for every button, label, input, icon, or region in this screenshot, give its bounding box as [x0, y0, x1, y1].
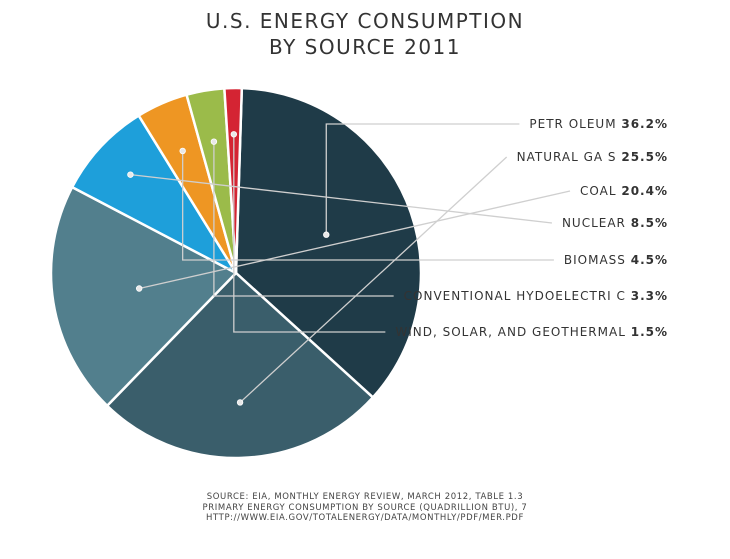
slice-label-conventional-hydoelectric: CONVENTIONAL HYDOELECTRI C 3.3%: [404, 289, 668, 303]
leader-dot-petroleum: [323, 231, 330, 238]
leader-dot-biomass: [179, 147, 186, 155]
slice-labels: PETR OLEUM 36.2% NATURAL GA S 25.5% COAL 2…: [395, 117, 668, 339]
slice-label-wind-solar-and-geothermal: WIND, SOLAR, AND GEOTHERMAL 1.5%: [395, 325, 668, 339]
leader-line-nuclear: [130, 173, 553, 224]
source-line-3: HTTP://WWW.EIA.GOV/TOTALENERGY/DATA/MONT…: [206, 513, 524, 523]
leader-line-conventional-hydoelectric: [213, 141, 394, 297]
leader-line-petroleum: [325, 123, 520, 235]
slice-label-petroleum: PETR OLEUM 36.2%: [529, 117, 668, 131]
slice-label-coal: COAL 20.4%: [580, 184, 668, 198]
source-line-2: PRIMARY ENERGY CONSUMPTION BY SOURCE (QU…: [202, 502, 528, 513]
pie-slice-wind-solar-and-geothermal: [223, 86, 244, 275]
leader-line-biomass: [182, 150, 554, 261]
chart-title-line-2: BY SOURCE 2011: [268, 35, 462, 59]
slice-label-natural-gas: NATURAL GA S 25.5%: [517, 150, 668, 164]
leader-dot-nuclear: [127, 171, 134, 178]
leader-dot-natural-gas: [236, 399, 244, 406]
pie-slice-nuclear: [70, 114, 238, 275]
leader-line-wind-solar-and-geothermal: [233, 134, 386, 333]
source-note: SOURCE: EIA, MONTHLY ENERGY REVIEW, MARC…: [0, 492, 730, 524]
leader-dot-conventional-hydoelectric: [210, 138, 218, 145]
pie-slice-coal: [49, 185, 238, 408]
leader-dot-coal: [135, 285, 143, 292]
pie-slice-petroleum: [234, 86, 423, 399]
pie-slices: [49, 86, 423, 460]
leader-dot-wind-solar-and-geothermal: [230, 131, 238, 138]
leader-line-coal: [139, 190, 571, 290]
chart-title-line-1: U.S. ENERGY CONSUMPTION: [205, 9, 525, 33]
leader-line-natural-gas: [239, 156, 508, 403]
pie-slice-natural-gas: [105, 271, 375, 460]
chart-title: U.S. ENERGY CONSUMPTION BY SOURCE 2011: [0, 8, 730, 60]
slice-label-biomass: BIOMASS 4.5%: [564, 253, 668, 267]
slice-label-nuclear: NUCLEAR 8.5%: [562, 216, 668, 230]
leader-lines: [127, 123, 571, 406]
source-line-1: SOURCE: EIA, MONTHLY ENERGY REVIEW, MARC…: [206, 492, 524, 502]
